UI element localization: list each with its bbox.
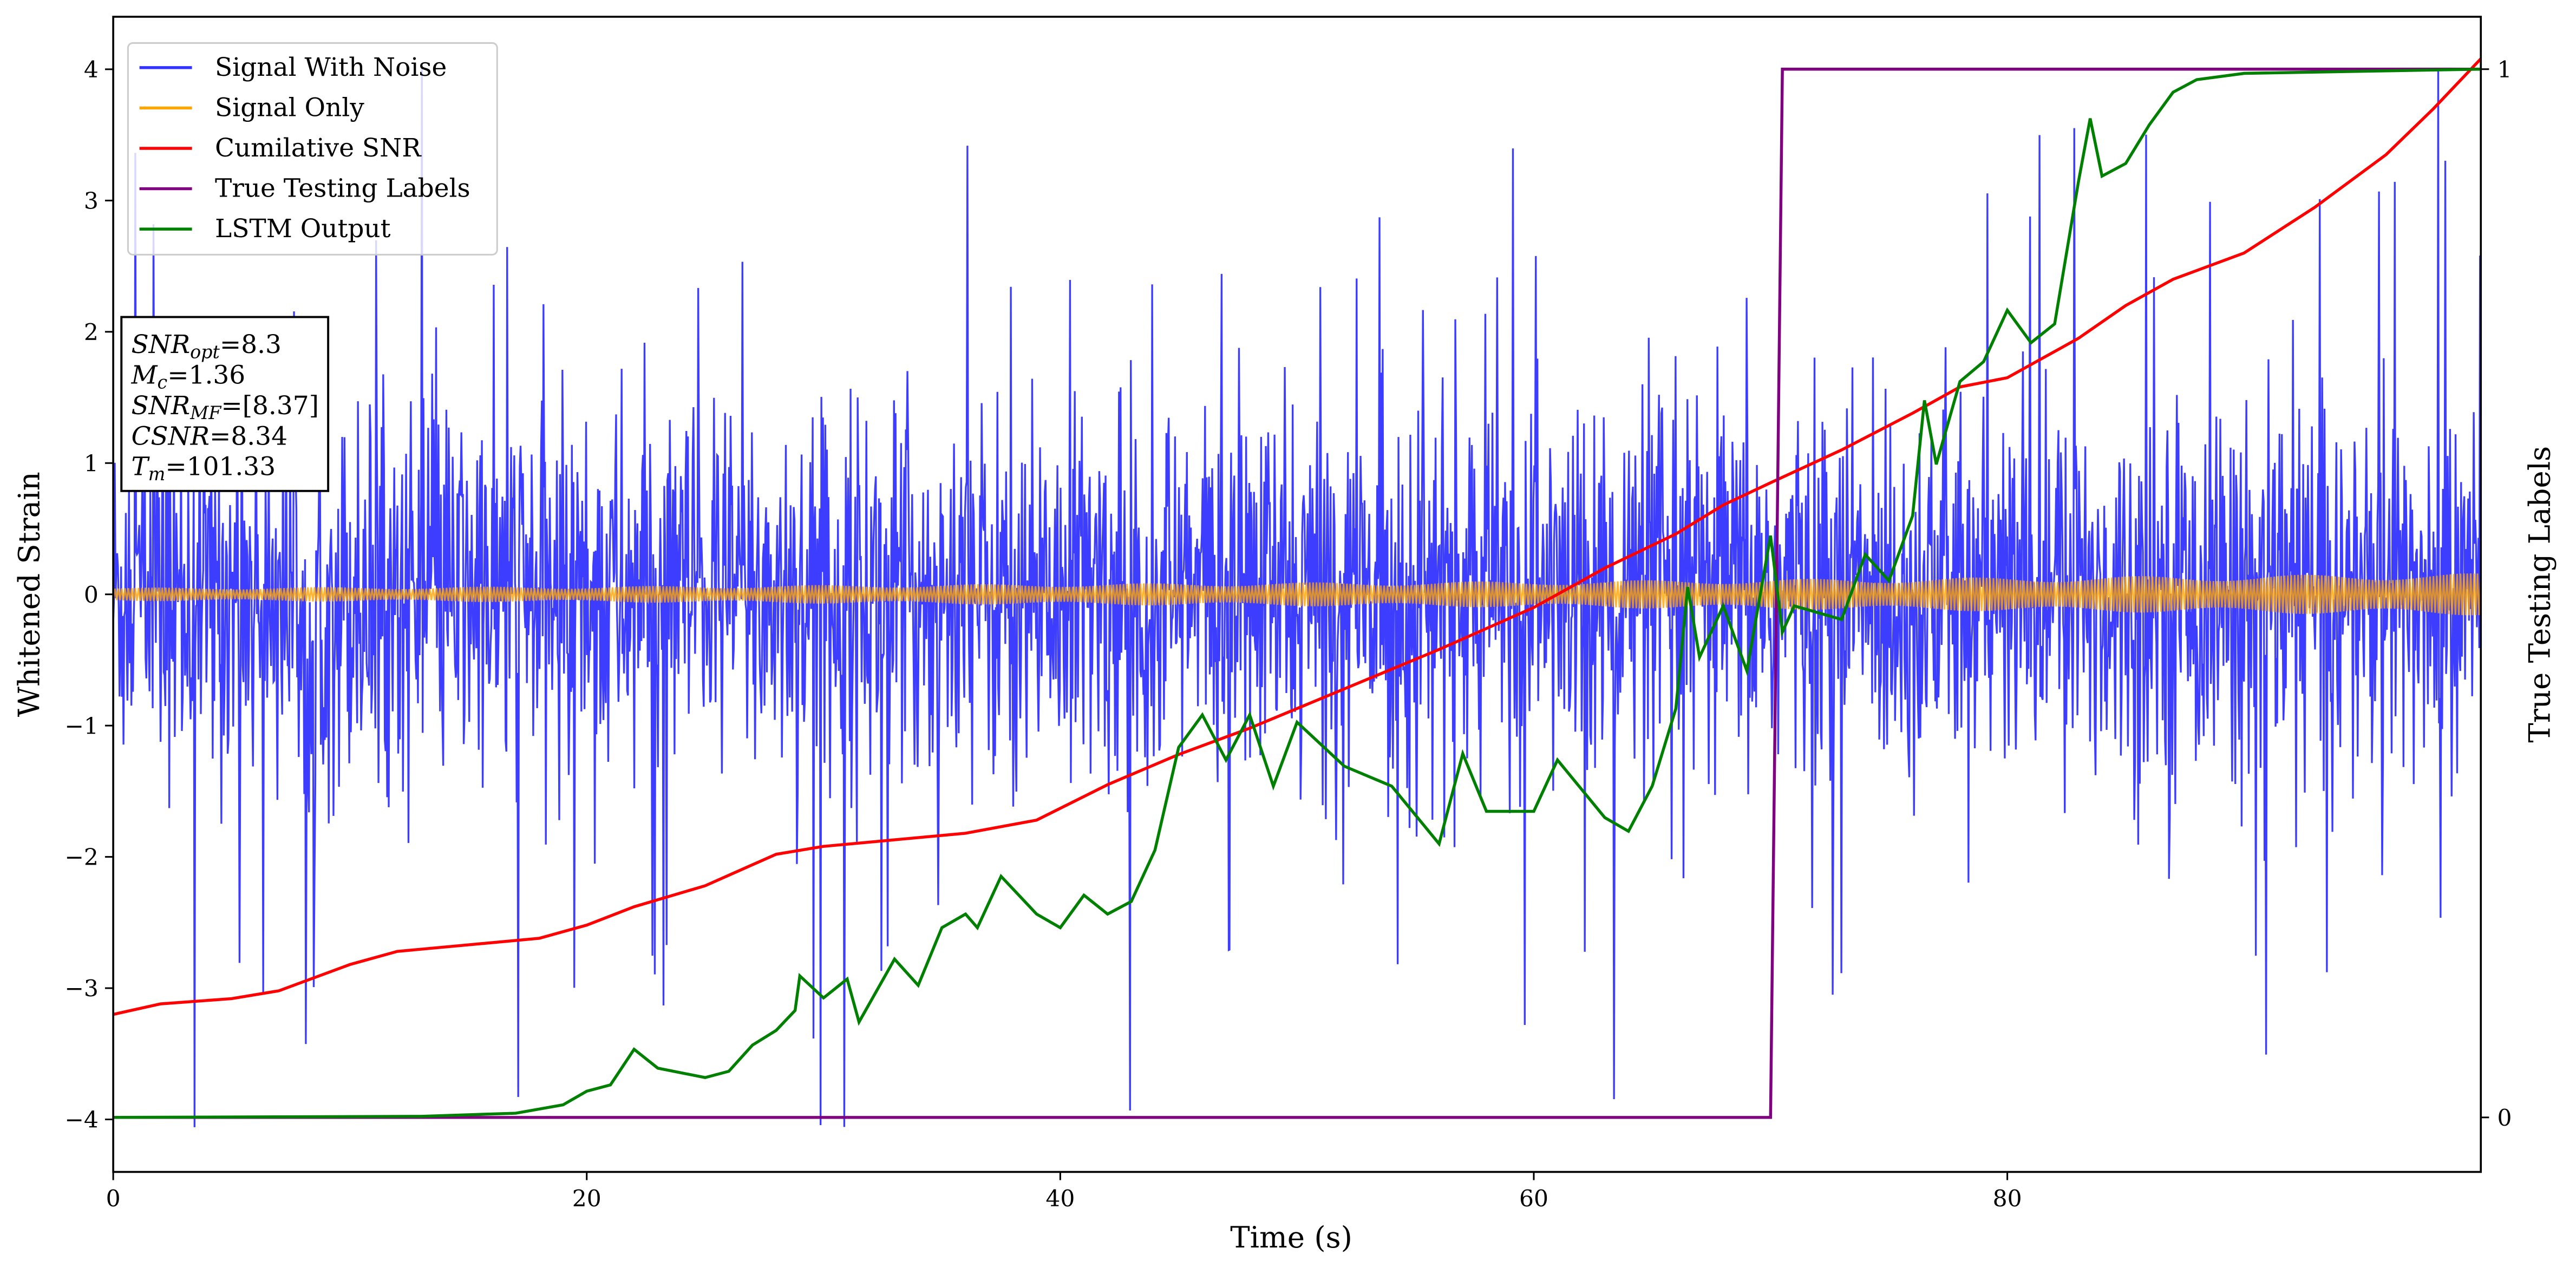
x-tick-label: 0 — [106, 1186, 121, 1212]
legend: Signal With Noise Signal Only Cumilative S… — [127, 42, 498, 256]
annotation-line: SNRopt=8.3 — [131, 330, 282, 362]
series-signal-with-noise — [112, 64, 2482, 1127]
y2-tick-label: 0 — [2497, 1105, 2512, 1132]
x-tick-label: 80 — [1993, 1186, 2022, 1212]
series-signal-only — [112, 573, 2482, 616]
y-tick-label: 2 — [84, 319, 99, 346]
legend-label: True Testing Labels — [215, 174, 470, 204]
y-tick-label: −4 — [64, 1107, 99, 1134]
x-tick-label: 60 — [1519, 1186, 1548, 1212]
annotation-line: SNRMF=[8.37] — [131, 391, 319, 423]
series-cumulative-snr — [113, 57, 2482, 1016]
series-lstm-output — [113, 68, 2481, 1119]
legend-label: Signal With Noise — [215, 53, 447, 82]
legend-box — [127, 42, 498, 256]
y2-tick-label: 1 — [2497, 57, 2512, 83]
y-tick-label: 0 — [84, 582, 99, 609]
y-tick-label: 1 — [84, 450, 99, 477]
annotation-line: Mc=1.36 — [130, 361, 245, 393]
annotation-box: SNRopt=8.3Mc=1.36SNRMF=[8.37]CSNR=8.34Tm… — [120, 316, 330, 492]
y-tick-label: −3 — [64, 976, 99, 1002]
x-tick-label: 20 — [572, 1186, 601, 1212]
y-tick-label: −1 — [64, 713, 99, 740]
annotation-frame — [120, 316, 330, 492]
y-tick-label: 3 — [84, 188, 99, 215]
x-axis-label: Time (s) — [1230, 1220, 1352, 1255]
plot-area — [112, 57, 2482, 1127]
x-tick-label: 40 — [1045, 1186, 1075, 1212]
legend-label: LSTM Output — [215, 214, 391, 244]
annotation-line: CSNR=8.34 — [131, 421, 287, 451]
y-tick-label: −2 — [64, 845, 99, 871]
y2-axis-label: True Testing Labels — [2522, 446, 2557, 743]
y-axis-label: Whitened Strain — [12, 472, 47, 717]
legend-label: Cumilative SNR — [215, 133, 422, 163]
legend-label: Signal Only — [215, 93, 364, 123]
y-tick-label: 4 — [84, 57, 99, 83]
annotation-line: Tm=101.33 — [131, 452, 276, 485]
